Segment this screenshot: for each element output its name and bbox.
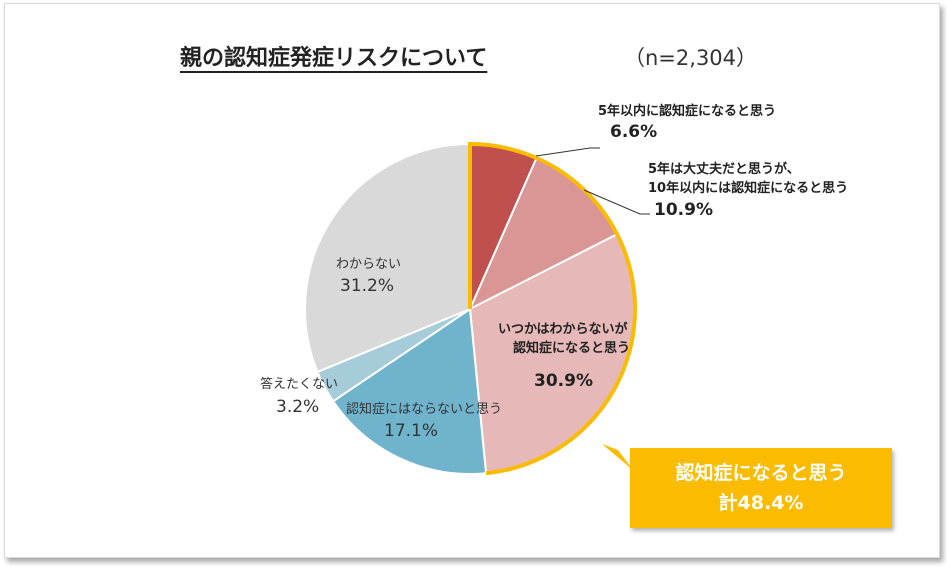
slice-label-0: 5年以内に認知症になると思う: [598, 104, 777, 119]
slice-label-1-line2: 10年以内には認知症になると思う: [648, 181, 849, 196]
total-callout: 認知症になると思う 計48.4%: [630, 448, 892, 528]
slice-value-3: 17.1%: [384, 421, 439, 441]
slice-label-5: わからない: [336, 257, 402, 272]
slice-label-4: 答えたくない: [260, 377, 339, 392]
slice-label-3: 認知症にはならないと思う: [346, 402, 503, 417]
callout-line2: 計48.4%: [718, 492, 804, 514]
highlight-arc: [468, 141, 637, 476]
leader-line-slice-1: [583, 189, 641, 215]
chart-title: 親の認知症発症リスクについて: [180, 46, 488, 71]
slice-value-1: 10.9%: [654, 200, 713, 220]
leader-line-slice-0: [535, 147, 591, 157]
pie-slice-5: [304, 142, 471, 374]
callout-line1: 認知症になると思う: [675, 462, 847, 484]
slice-value-5: 31.2%: [340, 276, 395, 296]
pie-slice-3: [331, 307, 488, 475]
slice-value-2: 30.9%: [534, 371, 593, 391]
sample-size: （n=2,304）: [624, 46, 758, 70]
slice-label-2-line1: いつかはわからないが: [498, 322, 628, 337]
slice-label-2-line2: 認知症になると思う: [513, 341, 631, 356]
callout-pointer: [602, 444, 633, 470]
slice-value-4: 3.2%: [276, 397, 320, 417]
slice-value-0: 6.6%: [610, 122, 658, 142]
slice-label-1-line1: 5年は大丈夫だと思うが、: [648, 162, 800, 177]
